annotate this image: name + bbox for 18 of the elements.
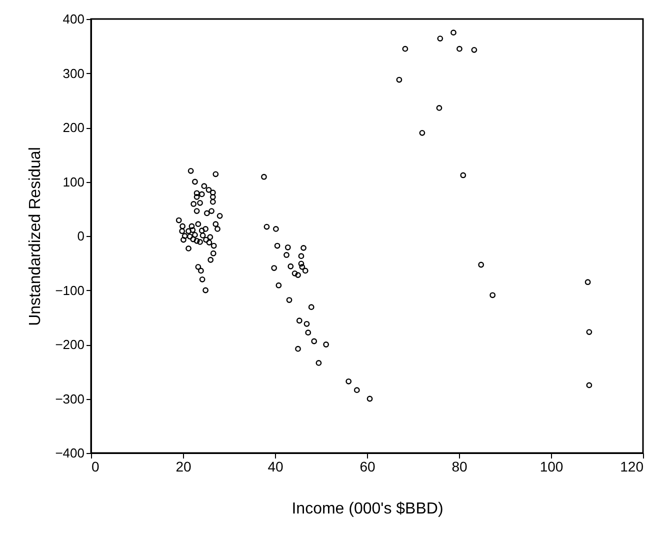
y-axis-title: Unstandardized Residual [27, 147, 44, 326]
y-tick-label: −100 [55, 282, 84, 298]
y-tick-label: 200 [62, 120, 84, 135]
y-tick-label: 300 [62, 66, 84, 81]
x-tick-label: 60 [360, 458, 376, 474]
y-tick-label: 100 [62, 174, 84, 190]
x-tick-label: 120 [620, 458, 644, 474]
x-tick-label: 40 [268, 458, 284, 474]
y-tick-label: −300 [55, 391, 84, 406]
x-axis-title: Income (000's $BBD) [292, 500, 444, 518]
x-tick-label: 100 [540, 458, 564, 474]
y-tick-label: 400 [62, 12, 84, 26]
y-tick-label: −400 [55, 446, 84, 460]
y-tick-label: 0 [77, 228, 84, 244]
x-tick-label: 20 [176, 458, 192, 474]
x-tick-label: 0 [92, 458, 100, 474]
y-tick-label: −200 [55, 337, 84, 352]
x-tick-label: 80 [452, 458, 468, 474]
